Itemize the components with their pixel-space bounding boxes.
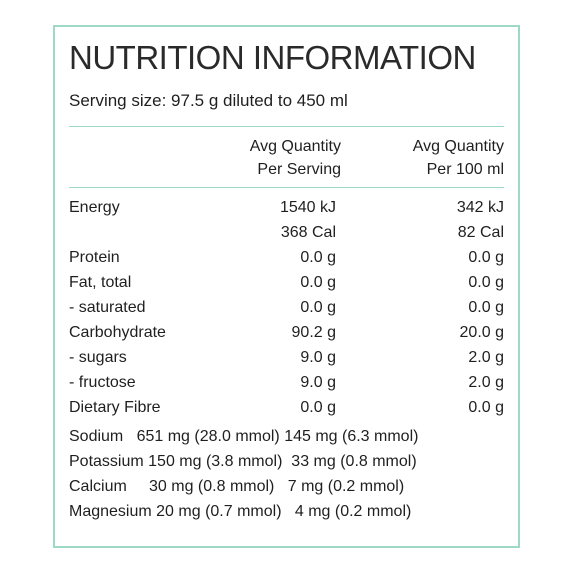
nutrient-row: Energy 1540 kJ 342 kJ (69, 199, 504, 224)
nutrient-row: 368 Cal 82 Cal (69, 224, 504, 249)
nutrient-label: Energy (69, 199, 120, 216)
mineral-text: Potassium 150 mg (3.8 mmol) 33 mg (0.8 m… (69, 453, 417, 470)
nutrient-row: Fat, total 0.0 g 0.0 g (69, 274, 504, 299)
nutrient-label: Dietary Fibre (69, 399, 161, 416)
column-header-per-100ml: Avg Quantity Per 100 ml (413, 135, 504, 181)
per-serving-value: 90.2 g (291, 324, 336, 341)
per-100ml-value: 342 kJ (456, 199, 504, 216)
per-serving-value: 1540 kJ (279, 199, 336, 216)
column-header-per-serving: Avg Quantity Per Serving (250, 135, 341, 181)
nutrient-row: - fructose 9.0 g 2.0 g (69, 374, 504, 399)
per-100ml-value: 0.0 g (468, 274, 504, 291)
nutrient-label: Carbohydrate (69, 324, 166, 341)
mineral-row: Potassium 150 mg (3.8 mmol) 33 mg (0.8 m… (69, 453, 504, 478)
column-header-line: Per Serving (257, 161, 341, 178)
mineral-text: Sodium 651 mg (28.0 mmol) 145 mg (6.3 mm… (69, 428, 419, 445)
per-serving-value: 0.0 g (300, 249, 336, 266)
column-header-line: Per 100 ml (426, 161, 504, 178)
header-divider-bottom (69, 187, 504, 188)
per-100ml-value: 2.0 g (468, 349, 504, 366)
per-100ml-value: 0.0 g (468, 299, 504, 316)
nutrient-label: - sugars (69, 349, 127, 366)
header-divider-top (69, 126, 504, 127)
per-serving-value: 9.0 g (300, 374, 336, 391)
nutrient-row: - saturated 0.0 g 0.0 g (69, 299, 504, 324)
per-serving-value: 9.0 g (300, 349, 336, 366)
mineral-text: Magnesium 20 mg (0.7 mmol) 4 mg (0.2 mmo… (69, 503, 412, 520)
nutrient-label: - fructose (69, 374, 136, 391)
nutrient-label: Fat, total (69, 274, 132, 291)
per-serving-value: 0.0 g (300, 274, 336, 291)
per-100ml-value: 82 Cal (457, 224, 504, 241)
serving-size: Serving size: 97.5 g diluted to 450 ml (69, 91, 348, 110)
column-header-line: Avg Quantity (412, 138, 504, 155)
nutrient-label: - saturated (69, 299, 146, 316)
per-100ml-value: 0.0 g (468, 249, 504, 266)
nutrition-panel: NUTRITION INFORMATION Serving size: 97.5… (53, 25, 520, 548)
per-100ml-value: 0.0 g (468, 399, 504, 416)
per-serving-value: 0.0 g (300, 299, 336, 316)
nutrient-row: - sugars 9.0 g 2.0 g (69, 349, 504, 374)
per-serving-value: 0.0 g (300, 399, 336, 416)
per-100ml-value: 20.0 g (459, 324, 504, 341)
nutrient-row: Dietary Fibre 0.0 g 0.0 g (69, 399, 504, 424)
per-100ml-value: 2.0 g (468, 374, 504, 391)
mineral-row: Sodium 651 mg (28.0 mmol) 145 mg (6.3 mm… (69, 428, 504, 453)
column-header-line: Avg Quantity (249, 138, 341, 155)
panel-title: NUTRITION INFORMATION (69, 39, 476, 76)
mineral-text: Calcium 30 mg (0.8 mmol) 7 mg (0.2 mmol) (69, 478, 405, 495)
mineral-row: Calcium 30 mg (0.8 mmol) 7 mg (0.2 mmol) (69, 478, 504, 503)
nutrient-row: Protein 0.0 g 0.0 g (69, 249, 504, 274)
per-serving-value: 368 Cal (280, 224, 336, 241)
mineral-row: Magnesium 20 mg (0.7 mmol) 4 mg (0.2 mmo… (69, 503, 504, 528)
nutrient-row: Carbohydrate 90.2 g 20.0 g (69, 324, 504, 349)
nutrient-label: Protein (69, 249, 120, 266)
